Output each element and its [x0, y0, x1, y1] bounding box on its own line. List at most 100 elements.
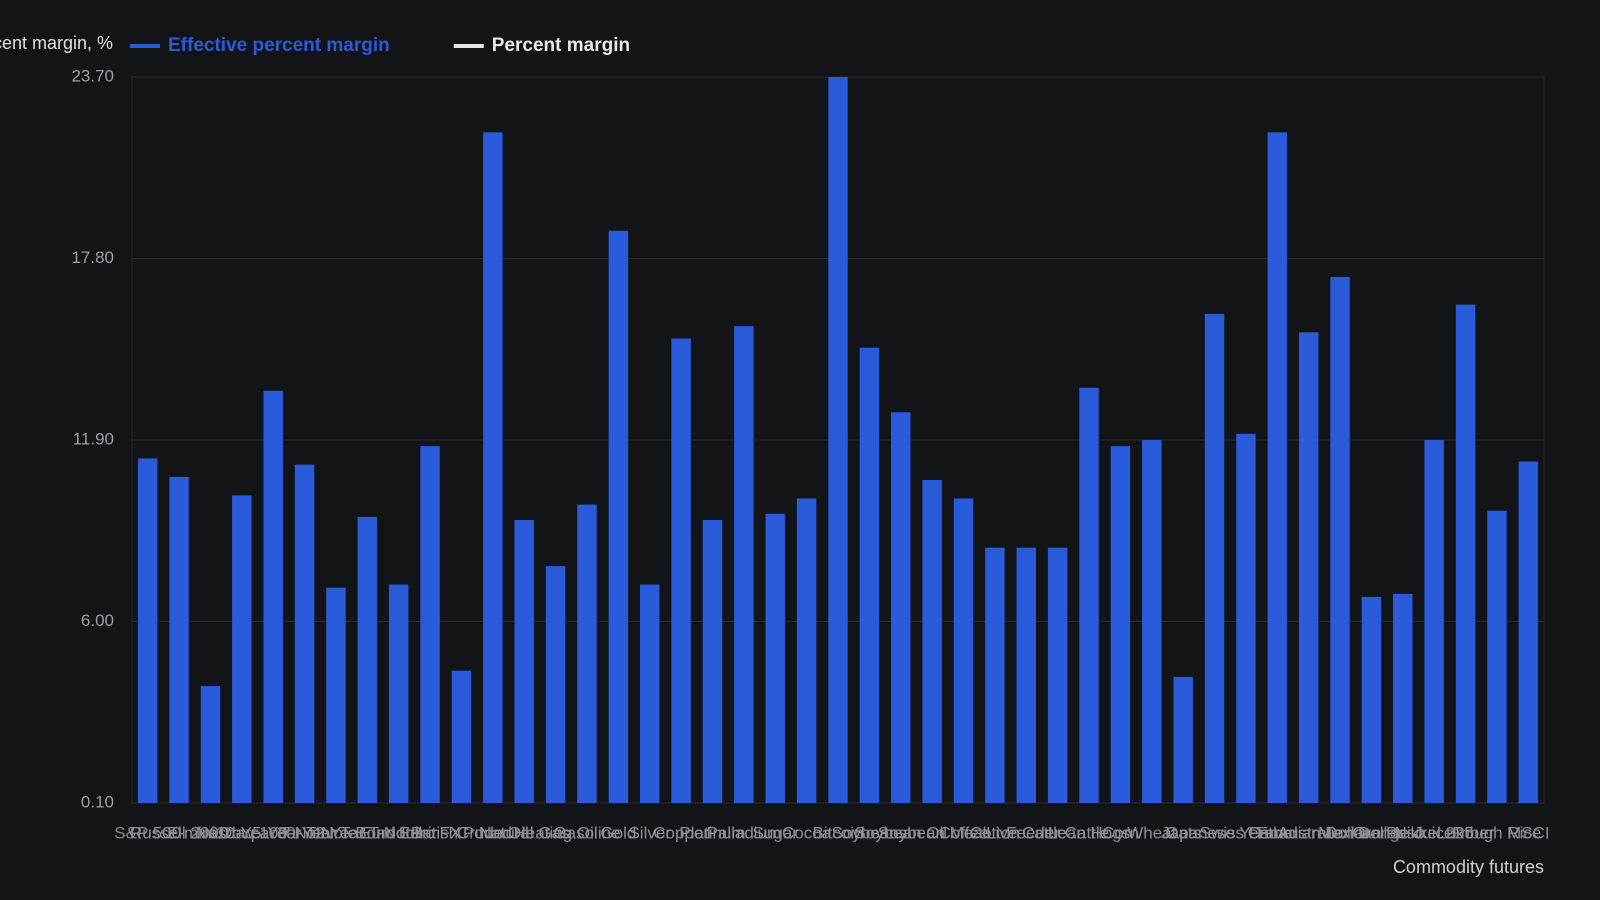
legend-label: Percent margin [492, 35, 630, 56]
x-tick-label: Crude Oil [457, 823, 529, 842]
x-tick-label: E-mini Dow [167, 823, 255, 842]
bar [451, 670, 472, 803]
bar [1079, 387, 1099, 803]
bar [326, 587, 346, 803]
bar [1110, 446, 1131, 803]
bar [922, 479, 942, 803]
x-tick-label: Australian Dollar [1278, 823, 1403, 842]
x-tick-label: Oats [1165, 823, 1201, 842]
bar [734, 326, 754, 803]
x-tick-label: Ether [1257, 823, 1298, 842]
x-tick-label: 5-Year T-Note [252, 823, 357, 842]
x-tick-label: Rough Rice [1453, 823, 1542, 842]
x-tick-label: Euro FX [399, 823, 461, 842]
x-tick-label: Cotton [970, 823, 1020, 842]
x-tick-label: Japanese Yen [1161, 823, 1268, 842]
bar [1518, 461, 1539, 803]
bar [640, 584, 660, 803]
x-tick-label: Copper [653, 823, 709, 842]
bar [200, 686, 221, 803]
x-tick-label: Platinum [679, 823, 745, 842]
bar [1487, 510, 1507, 803]
x-tick-label: Coffee [939, 823, 989, 842]
bar [263, 390, 283, 803]
bar [1204, 313, 1225, 803]
x-tick-label: Silver [628, 823, 671, 842]
x-tick-label: Gold [600, 823, 636, 842]
bar [1455, 304, 1476, 803]
bar [1016, 547, 1036, 803]
bar [514, 519, 534, 803]
bar [608, 230, 629, 804]
x-tick-label: S&P 500 [114, 823, 181, 842]
x-tick-label: Lean Hogs [1048, 823, 1130, 842]
y-tick-label: 0.10 [81, 792, 114, 811]
x-tick-label: British Pound [411, 823, 512, 842]
bar [483, 132, 503, 804]
x-tick-label: Mexican Peso [1318, 823, 1425, 842]
bar [985, 547, 1005, 803]
x-tick-label: Soybean Oil [854, 823, 947, 842]
x-tick-label: 30-Year T-Bond [277, 823, 395, 842]
x-tick-label: Canadian Dollar [1248, 823, 1370, 842]
bar [1361, 596, 1382, 803]
x-tick-label: Soybeans [832, 823, 908, 842]
bar [891, 412, 911, 803]
x-tick-label: Natural Gas [479, 823, 570, 842]
y-tick-label: 23.70 [71, 66, 114, 85]
bar [702, 519, 723, 803]
x-tick-label: Gasoline [553, 823, 620, 842]
bar [232, 495, 252, 803]
bar [765, 513, 785, 803]
bar [1298, 332, 1319, 803]
bar [1236, 433, 1256, 803]
bar [357, 516, 378, 803]
bar [169, 476, 189, 803]
x-tick-label: Corn [1102, 823, 1139, 842]
x-tick-label: Cocoa [782, 823, 832, 842]
x-tick-label: Swiss Franc [1200, 823, 1293, 842]
bar [294, 464, 315, 803]
bar [671, 338, 691, 803]
x-tick-label: Eurodollar [360, 823, 438, 842]
x-tick-label: Live Cattle [986, 823, 1066, 842]
x-tick-label: Lumber [1437, 823, 1495, 842]
bar [1330, 276, 1350, 803]
bar [1173, 676, 1193, 803]
bar [1047, 547, 1068, 803]
x-tick-label: Soybean Meal [878, 823, 987, 842]
x-tick-label: Nasdaq 100 [196, 823, 288, 842]
bar [577, 504, 597, 803]
bar [796, 498, 817, 803]
x-tick-label: Sugar [753, 823, 799, 842]
x-tick-label: 10-Year T-Note [216, 823, 330, 842]
y-tick-label: 11.90 [73, 429, 114, 448]
y-tick-label: 6.00 [81, 611, 114, 630]
y-axis-title: Percent margin, % [0, 33, 113, 53]
x-tick-label: Bitcoin [812, 823, 863, 842]
legend-label: Effective percent margin [168, 35, 390, 56]
x-tick-label: Wheat [1127, 823, 1176, 842]
x-tick-label: Orange Juice [1352, 823, 1453, 842]
bar [953, 498, 974, 803]
bar [137, 458, 158, 803]
bar [1142, 440, 1162, 803]
x-axis-title: Commodity futures [1393, 857, 1544, 877]
bar [828, 77, 848, 803]
x-tick-label: MSCI [1507, 823, 1550, 842]
x-tick-label: Nikkei 225 [1394, 823, 1473, 842]
x-tick-label: Feeder Cattle [1006, 823, 1109, 842]
x-tick-label: Palladium [707, 823, 782, 842]
bar [545, 566, 566, 803]
bar [1393, 593, 1413, 803]
x-tick-label: Heating Oil [514, 823, 598, 842]
x-tick-label: 2-Year T-Note [315, 823, 420, 842]
bar [1424, 440, 1444, 803]
y-tick-label: 17.80 [71, 248, 114, 267]
bar [859, 347, 880, 803]
bar [388, 584, 409, 803]
bar [1267, 132, 1288, 804]
x-tick-label: Russell 2000 [130, 823, 228, 842]
bar [420, 446, 440, 803]
